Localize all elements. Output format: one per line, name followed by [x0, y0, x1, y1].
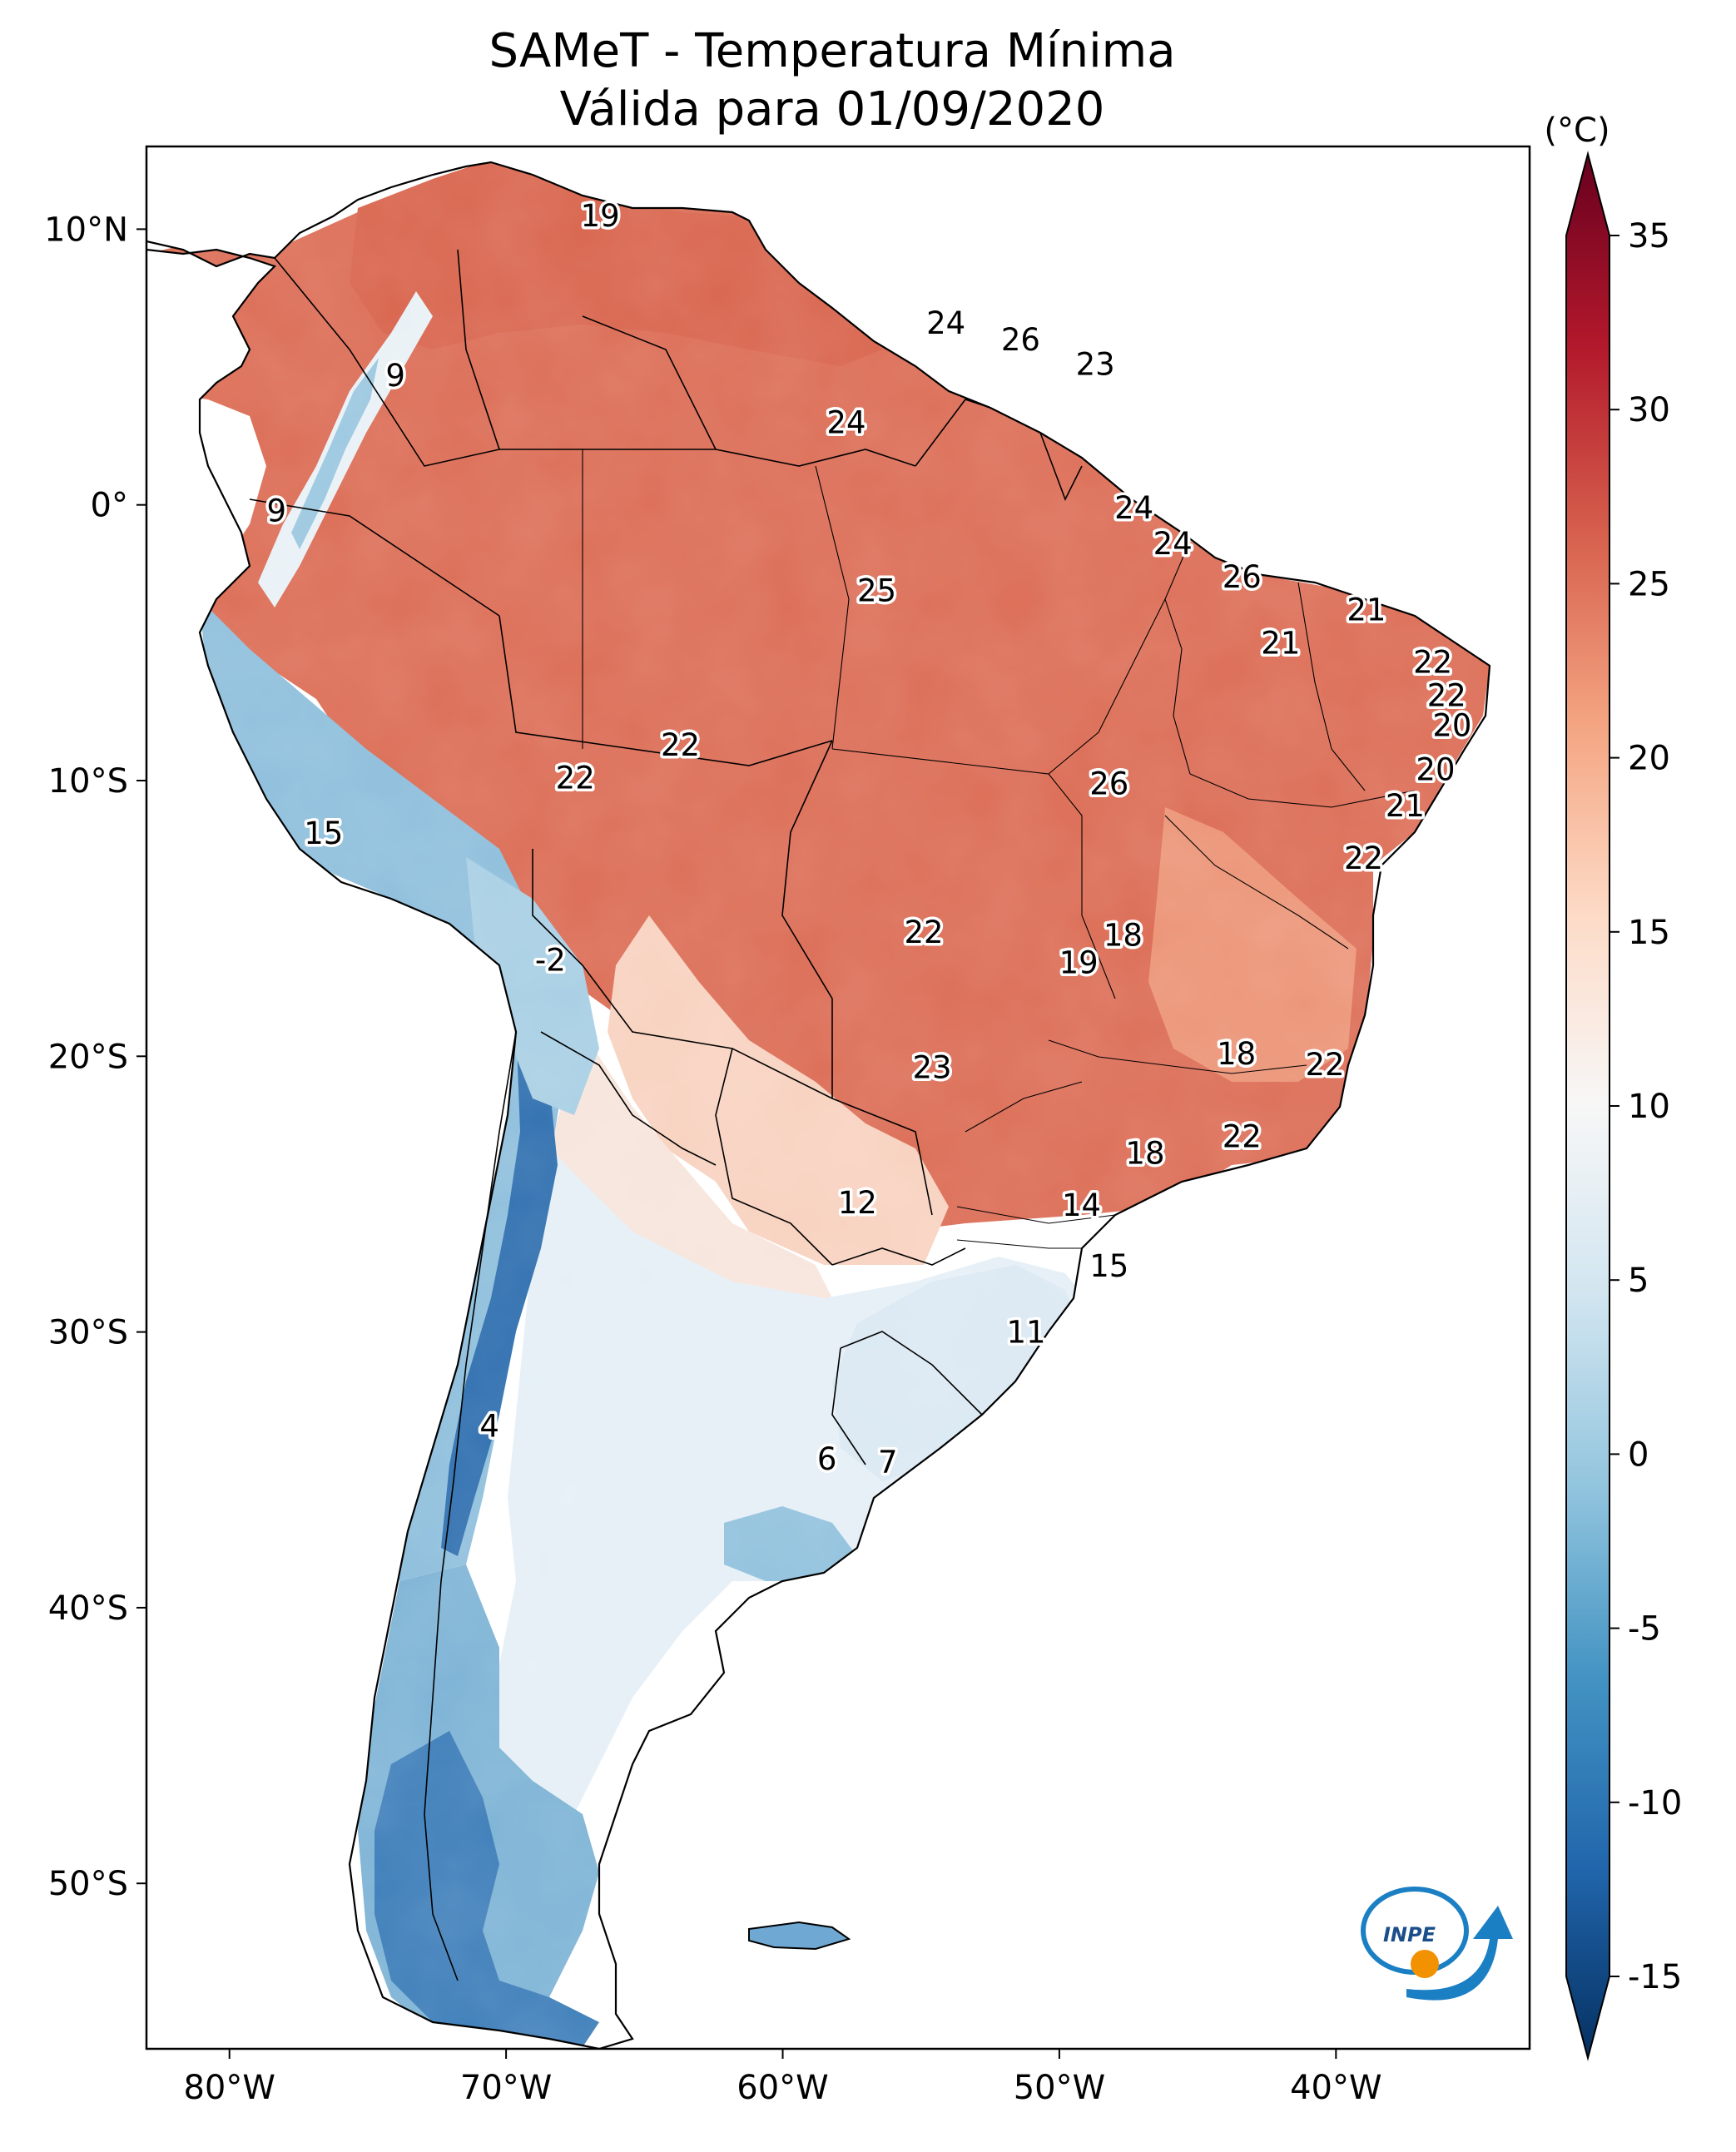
colorbar-tick-label: 25	[1628, 565, 1670, 603]
longitude-axis: 80°W 70°W 60°W 50°W 40°W	[183, 2049, 1382, 2107]
lat-tick-label: 10°S	[48, 762, 128, 801]
station-value-label: 22	[661, 727, 700, 763]
station-value-label: 11	[1006, 1315, 1045, 1351]
station-value-label: 22	[1413, 645, 1452, 681]
national-borders	[249, 249, 1083, 1981]
colorbar-body	[1565, 151, 1610, 2061]
map-title-line2: Válida para 01/09/2020	[560, 82, 1105, 136]
station-value-label: 20	[1432, 708, 1471, 744]
colorbar-tick-label: 20	[1628, 740, 1670, 778]
inpe-logo: INPE	[1361, 1887, 1513, 2001]
station-value-label: 18	[1217, 1036, 1256, 1072]
station-value-label: 15	[1089, 1248, 1128, 1284]
station-value-label: 24	[1153, 526, 1193, 562]
station-value-label: 22	[1344, 840, 1383, 876]
station-value-label: 7	[878, 1444, 898, 1480]
colorbar-tick-label: 0	[1628, 1435, 1649, 1474]
station-value-label: 6	[817, 1441, 837, 1477]
station-value-label: 26	[1001, 322, 1040, 358]
lon-tick-label: 70°W	[460, 2069, 552, 2107]
lat-tick-label: 40°S	[48, 1589, 128, 1628]
station-value-label: 22	[556, 761, 595, 796]
colorbar-unit: (°C)	[1544, 112, 1610, 150]
lon-tick-label: 80°W	[183, 2069, 275, 2107]
lon-tick-label: 60°W	[737, 2069, 828, 2107]
colorbar-ticks: 35 30 25 20 15 10 5 0 -5 -10 -15	[1610, 217, 1682, 1996]
lon-tick-label: 40°W	[1290, 2069, 1381, 2107]
plot-frame	[145, 145, 1531, 2050]
station-value-label: 22	[1305, 1047, 1344, 1083]
coastline	[146, 161, 1491, 2049]
station-value-label: 4	[479, 1408, 499, 1444]
station-value-label: 9	[385, 358, 405, 394]
lat-tick-label: 50°S	[48, 1865, 128, 1903]
station-value-label: 24	[1114, 490, 1153, 526]
station-value-label: -2	[535, 942, 566, 978]
station-value-label: 19	[581, 198, 620, 234]
station-value-label: 22	[1427, 677, 1466, 713]
station-value-label: 14	[1062, 1188, 1101, 1223]
station-value-label: 15	[304, 816, 343, 851]
inpe-logo-text: INPE	[1383, 1923, 1436, 1946]
colorbar-tick-label: 10	[1628, 1088, 1670, 1126]
station-value-label: 24	[826, 404, 866, 440]
colorbar-tick-label: -10	[1628, 1784, 1682, 1822]
station-value-label: 9	[266, 493, 286, 528]
latitude-axis: 10°N 0° 10°S 20°S 30°S 40°S 50°S	[44, 211, 146, 1903]
colorbar-tick-label: 5	[1628, 1262, 1649, 1300]
lon-tick-label: 50°W	[1014, 2069, 1105, 2107]
map-title-line1: SAMeT - Temperatura Mínima	[489, 24, 1175, 78]
colorbar-tick-label: -15	[1628, 1958, 1682, 1996]
lat-tick-label: 0°	[91, 487, 128, 525]
station-value-label: 26	[1223, 559, 1262, 595]
lat-tick-label: 10°N	[44, 211, 128, 249]
colorbar-tick-label: 15	[1628, 914, 1670, 952]
station-value-label: 23	[1076, 347, 1115, 383]
station-value-label: 18	[1125, 1135, 1164, 1171]
lat-tick-label: 30°S	[48, 1314, 128, 1352]
station-value-label: 26	[1089, 766, 1128, 801]
station-value-label: 22	[904, 915, 943, 950]
station-value-label: 20	[1416, 752, 1455, 788]
station-value-label: 22	[1223, 1118, 1262, 1154]
station-value-label: 12	[838, 1185, 877, 1221]
colorbar: (°C) 35 30 25 20 15 10 5 0 -5 -10 -15	[1544, 112, 1682, 2061]
inpe-logo-swoosh	[1406, 1906, 1513, 2001]
colorbar-tick-label: 35	[1628, 217, 1670, 255]
falkland-islands	[748, 1921, 851, 1951]
state-borders	[582, 449, 1416, 1249]
station-value-label: 21	[1386, 788, 1425, 824]
station-value-label: 25	[857, 573, 896, 608]
station-value-label: 18	[1104, 918, 1143, 954]
station-value-label: 23	[912, 1050, 951, 1086]
colorbar-tick-label: -5	[1628, 1610, 1661, 1649]
lat-tick-label: 20°S	[48, 1038, 128, 1076]
station-value-label: 21	[1261, 625, 1300, 661]
station-value-label: 19	[1059, 945, 1099, 981]
inpe-logo-dot	[1411, 1950, 1439, 1978]
station-value-label: 24	[926, 305, 965, 341]
station-value-label: 21	[1347, 593, 1386, 628]
colorbar-tick-label: 30	[1628, 391, 1670, 429]
